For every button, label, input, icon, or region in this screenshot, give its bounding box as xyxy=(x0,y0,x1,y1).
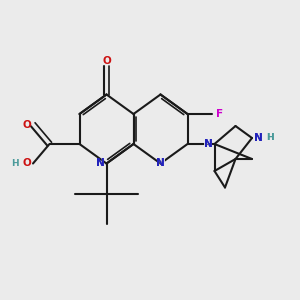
Text: N: N xyxy=(203,137,213,151)
Text: F: F xyxy=(216,109,224,119)
Text: N: N xyxy=(254,133,263,143)
Text: O: O xyxy=(22,119,31,130)
Text: N: N xyxy=(254,131,264,145)
Text: N: N xyxy=(95,157,105,170)
Text: N: N xyxy=(95,158,104,169)
Text: N: N xyxy=(156,158,165,169)
Text: N: N xyxy=(156,158,165,169)
Text: N: N xyxy=(155,157,166,170)
Text: N: N xyxy=(95,158,104,169)
Text: N: N xyxy=(203,139,212,149)
Text: H: H xyxy=(11,159,19,168)
Text: H: H xyxy=(266,134,274,142)
Text: N: N xyxy=(203,139,212,149)
Text: O: O xyxy=(22,158,31,169)
Text: N: N xyxy=(254,133,263,143)
Text: H: H xyxy=(266,134,274,142)
Text: O: O xyxy=(102,56,111,66)
